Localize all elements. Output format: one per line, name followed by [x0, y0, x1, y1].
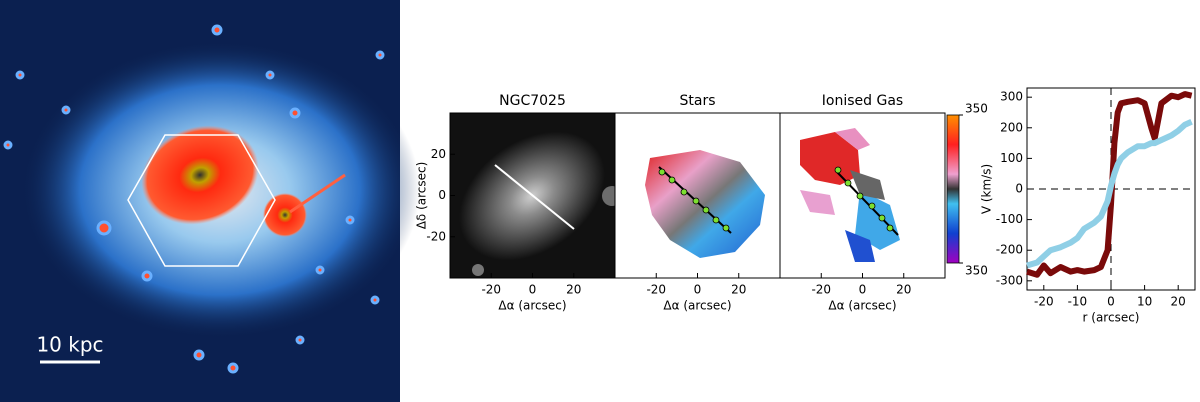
x-tick-label: -20: [646, 283, 666, 297]
velocity-curve: [1026, 118, 1193, 269]
x-tick-label: 0: [1107, 295, 1115, 309]
galaxy-image: [450, 113, 615, 278]
y-tick-label: 20: [431, 147, 446, 161]
sky-image: 10 kpc: [0, 0, 420, 402]
x-tick-label: -20: [811, 283, 831, 297]
y-tick-label: 200: [1000, 120, 1023, 134]
x-tick-label: 0: [694, 283, 702, 297]
y-axis-label: Δδ (arcsec): [415, 162, 429, 230]
x-axis-label: Δα (arcsec): [498, 299, 566, 313]
x-tick-label: -20: [481, 283, 501, 297]
panel-title: NGC7025: [499, 93, 566, 109]
stellar-velocity-map: [645, 150, 765, 258]
velocity-curve: [1026, 91, 1193, 278]
x-tick-label: 0: [529, 283, 537, 297]
x-tick-label: -20: [1034, 295, 1054, 309]
panel-title: Stars: [679, 93, 715, 109]
y-tick-label: -300: [996, 273, 1023, 287]
gas-velocity-map: [800, 128, 900, 262]
x-tick-label: -10: [1068, 295, 1088, 309]
scale-label: 10 kpc: [36, 333, 103, 357]
x-tick-label: 20: [896, 283, 911, 297]
y-tick-label: 0: [438, 188, 446, 202]
y-tick-label: -100: [996, 212, 1023, 226]
y-tick-label: 300: [1000, 90, 1023, 104]
x-axis-label: r (arcsec): [1083, 311, 1140, 325]
colorbar-tick-label: 350: [965, 102, 988, 116]
x-axis-label: Δα (arcsec): [663, 299, 731, 313]
x-axis-label: Δα (arcsec): [828, 299, 896, 313]
x-tick-label: 10: [1137, 295, 1152, 309]
x-tick-label: 0: [859, 283, 867, 297]
panel-title: Ionised Gas: [822, 93, 903, 109]
x-tick-label: 20: [566, 283, 581, 297]
x-tick-label: 20: [1171, 295, 1186, 309]
y-tick-label: 0: [1015, 182, 1023, 196]
colorbar-tick-label: 350: [965, 264, 988, 278]
colorbar: [946, 114, 960, 264]
y-tick-label: 100: [1000, 151, 1023, 165]
x-tick-label: 20: [731, 283, 746, 297]
y-tick-label: -20: [426, 229, 446, 243]
y-axis-label: V (km/s): [980, 164, 994, 214]
y-tick-label: -200: [996, 243, 1023, 257]
